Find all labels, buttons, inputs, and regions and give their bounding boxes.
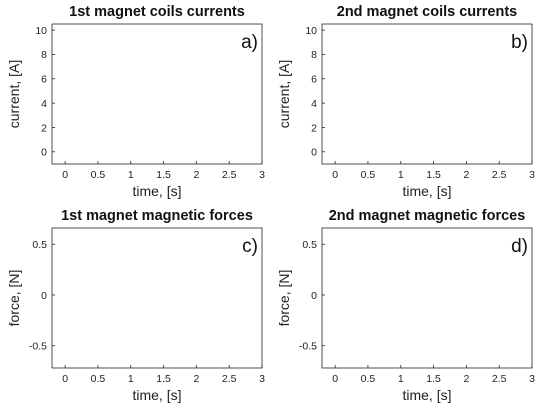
x-axis-label: time, [s]	[132, 183, 181, 199]
y-tick-label: -0.5	[299, 340, 317, 352]
chart-panel: 0 0.5 1 1.5 2 2.5 3 0 2 4 6 8 10 1st magnet coils cur…	[6, 4, 265, 199]
chart-title: 1st magnet coils currents	[69, 4, 245, 20]
chart-title: 1st magnet magnetic forces	[61, 208, 253, 224]
chart-title: 2nd magnet magnetic forces	[329, 208, 526, 224]
axes-frame	[51, 227, 263, 369]
y-tick-label: 0	[311, 290, 317, 302]
x-tick-label: 1	[128, 169, 134, 181]
y-tick-label: 4	[41, 98, 47, 110]
y-axis-label: force, [N]	[6, 270, 22, 327]
y-tick-label: 0	[311, 147, 317, 159]
y-axis-label: current, [A]	[6, 60, 22, 128]
chart-title: 2nd magnet coils currents	[337, 4, 518, 20]
x-tick-label: 1.5	[426, 373, 441, 385]
x-tick-label: 0.5	[361, 373, 376, 385]
x-tick-label: 0	[62, 373, 68, 385]
y-tick-label: 8	[41, 49, 47, 61]
x-tick-label: 3	[259, 169, 265, 181]
y-tick-label: 6	[311, 74, 317, 86]
x-axis-label: time, [s]	[132, 387, 181, 403]
axes-frame	[51, 23, 263, 165]
y-axis-label: current, [A]	[276, 60, 292, 128]
x-tick-label: 2	[193, 373, 199, 385]
panel-label: d)	[511, 236, 528, 257]
x-tick-label: 3	[529, 373, 535, 385]
axes-frame	[321, 227, 533, 369]
x-tick-label: 1	[398, 373, 404, 385]
y-tick-label: 6	[41, 74, 47, 86]
x-tick-label: 0.5	[91, 169, 106, 181]
x-tick-label: 1	[398, 169, 404, 181]
chart-panel: 0 0.5 1 1.5 2 2.5 3 0 2 4 6 8 10 2nd magnet coils cur…	[276, 4, 535, 199]
y-tick-label: 8	[311, 49, 317, 61]
x-tick-label: 2.5	[222, 373, 237, 385]
x-tick-label: 3	[529, 169, 535, 181]
y-tick-label: 10	[35, 25, 47, 37]
x-tick-label: 3	[259, 373, 265, 385]
x-tick-label: 0.5	[361, 169, 376, 181]
x-tick-label: 2.5	[222, 169, 237, 181]
y-tick-label: 4	[311, 98, 317, 110]
y-tick-label: 0.5	[302, 239, 317, 251]
x-tick-label: 2	[463, 169, 469, 181]
y-tick-label: 10	[305, 25, 317, 37]
x-tick-label: 1.5	[426, 169, 441, 181]
chart-panel: 0 0.5 1 1.5 2 2.5 3 -0.5 0 0.5 1st magnet magnetic…	[6, 208, 265, 403]
y-tick-label: 2	[41, 122, 47, 134]
x-tick-label: 2	[463, 373, 469, 385]
y-tick-label: 0	[41, 147, 47, 159]
x-tick-label: 1.5	[156, 373, 171, 385]
x-tick-label: 0	[332, 169, 338, 181]
x-tick-label: 1	[128, 373, 134, 385]
y-tick-label: -0.5	[29, 340, 47, 352]
panel-label: c)	[242, 236, 258, 257]
x-tick-label: 2.5	[492, 169, 507, 181]
x-tick-label: 2.5	[492, 373, 507, 385]
panel-label: a)	[241, 32, 258, 53]
x-tick-label: 2	[193, 169, 199, 181]
y-tick-label: 0.5	[32, 239, 47, 251]
axes-frame	[321, 23, 533, 165]
x-tick-label: 0	[62, 169, 68, 181]
x-axis-label: time, [s]	[402, 183, 451, 199]
y-axis-label: force, [N]	[276, 270, 292, 327]
y-tick-label: 2	[311, 122, 317, 134]
chart-panel: 0 0.5 1 1.5 2 2.5 3 -0.5 0 0.5 2nd magnet magnetic…	[276, 208, 535, 403]
x-axis-label: time, [s]	[402, 387, 451, 403]
x-tick-label: 0.5	[91, 373, 106, 385]
x-tick-label: 1.5	[156, 169, 171, 181]
panel-label: b)	[511, 32, 528, 53]
x-tick-label: 0	[332, 373, 338, 385]
y-tick-label: 0	[41, 290, 47, 302]
